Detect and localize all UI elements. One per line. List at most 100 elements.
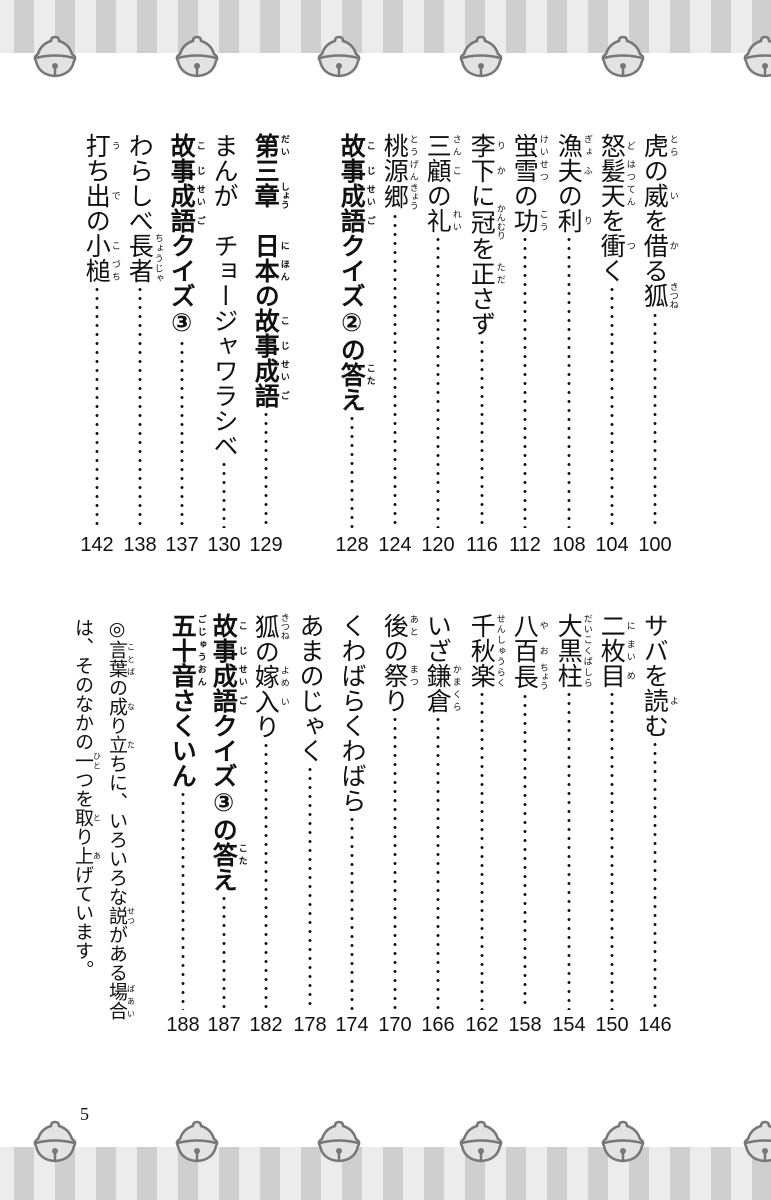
toc-entry-title: くわばらくわばら (330, 613, 374, 813)
toc-entry[interactable]: わらしべ長者ちょうじゃ (117, 133, 163, 528)
toc-entry[interactable]: くわばらくわばら (330, 613, 374, 1010)
toc-entry[interactable]: 五十音ごじゅうおんさくいん (161, 613, 206, 1010)
text-run: の (510, 183, 540, 208)
toc-entry[interactable]: あまのじゃく (288, 613, 332, 1010)
ruby-text: 李り (467, 133, 505, 158)
toc-entry[interactable]: サバを読よむ (632, 613, 678, 1010)
ruby-text: 源げん (380, 158, 418, 183)
toc-page-number: 104 (595, 534, 629, 556)
toc-page-number: 187 (207, 1014, 241, 1036)
ruby-text: 成せい (337, 183, 375, 208)
ruby-text: 語ご (337, 208, 375, 233)
text-run: む (640, 713, 670, 738)
toc-entry[interactable]: 打うち出での小こ槌づち (75, 133, 120, 528)
ruby-text: 千秋楽せんしゅうらく (467, 613, 505, 688)
dot-leader (393, 715, 397, 1010)
text-run: え (337, 387, 367, 412)
toc-entry[interactable]: 後あとの祭まつり (373, 613, 418, 1010)
dot-leader (653, 740, 657, 1010)
text-run: がある (106, 925, 128, 982)
toc-entry[interactable]: まんが チョージャワラシベ (202, 133, 246, 528)
bell-icon (314, 1117, 364, 1167)
text-run: る (640, 258, 670, 283)
ruby-text: 後あと (380, 613, 418, 638)
toc-entry[interactable]: いざ鎌倉かまくら (416, 613, 461, 1010)
toc-page-number: 116 (466, 534, 498, 556)
toc-entry-title: 漁ぎょ夫ふの利り (546, 133, 592, 233)
bottom-decorative-band (0, 1147, 771, 1200)
toc-entry[interactable]: 八や百お長ちょう (503, 613, 548, 1010)
bell-icon (30, 32, 80, 82)
toc-entry-title: わらしべ長者ちょうじゃ (117, 133, 163, 283)
ruby-text: 立た (106, 735, 136, 754)
ruby-text: 故こ (167, 133, 205, 158)
ruby-text: 功こう (510, 208, 548, 233)
dot-leader (523, 235, 527, 528)
toc-entry[interactable]: 千秋楽せんしゅうらく (460, 613, 505, 1010)
toc-entry[interactable]: 漁ぎょ夫ふの利り (546, 133, 592, 528)
toc-entry-title: サバを読よむ (632, 613, 678, 738)
text-run: あまのじゃく (296, 613, 325, 763)
toc-page-number: 146 (638, 1014, 672, 1036)
toc-entry[interactable]: 蛍けい雪せつの功こう (503, 133, 548, 528)
ruby-text: 五十音ごじゅうおん (168, 613, 206, 688)
ruby-text: 故こ (251, 308, 289, 333)
text-run: り (72, 827, 94, 846)
toc-entry[interactable]: 故こ事じ成せい語ごクイズ③ (160, 133, 205, 528)
toc-entry[interactable]: 桃とう源げん郷きょう (373, 133, 418, 528)
text-run: くわばらくわばら (338, 613, 367, 813)
dot-leader (95, 285, 99, 528)
toc-entry[interactable]: 大黒柱だいこくばしら (546, 613, 592, 1010)
toc-entry[interactable]: 虎とらの威いを借かる狐きつね (633, 133, 678, 528)
ruby-text: 入い (251, 689, 289, 714)
ruby-text: 利り (554, 208, 592, 233)
text-run: いざ (423, 613, 453, 663)
ruby-text: 事じ (167, 158, 205, 183)
text-run: さくいん (168, 688, 198, 788)
toc-entry[interactable]: 二に枚まい目め (590, 613, 635, 1010)
bell-icon (740, 1117, 771, 1167)
text-run: ち (82, 158, 112, 183)
toc-entry-title: 大黒柱だいこくばしら (546, 613, 592, 688)
ruby-text: 成せい (209, 663, 247, 688)
ruby-text: 正ただ (467, 261, 505, 286)
toc-page-number: 137 (165, 534, 199, 556)
ruby-text: 第だい (251, 133, 289, 158)
toc-page-number: 178 (293, 1014, 327, 1036)
text-run: まんが チョージャワラシベ (210, 133, 239, 458)
dot-leader (480, 690, 484, 1010)
ruby-text: 読よ (640, 688, 678, 713)
ruby-text: 郷きょう (380, 183, 418, 210)
toc-page-number: 100 (638, 534, 672, 556)
toc-page-number: 170 (378, 1014, 412, 1036)
dot-leader (264, 410, 268, 528)
toc-entry[interactable]: 李り下かに冠かんむりを正たださず (460, 133, 505, 528)
toc-entry[interactable]: 第だい三章しょう 日に本ほんの故こ事じ成せい語ご (244, 133, 289, 528)
toc-page-number: 188 (166, 1014, 200, 1036)
toc-entry[interactable]: 故こ事じ成せい語ごクイズ②の答こたえ (330, 133, 375, 528)
toc-entry[interactable]: 怒ど髪はつ天てんを衝つく (590, 133, 635, 528)
ruby-text: 章しょう (251, 182, 289, 209)
ruby-text: 長ちょう (510, 663, 548, 690)
bell-icon (740, 32, 771, 82)
ruby-text: 本ほん (251, 258, 289, 283)
dot-leader (480, 338, 484, 528)
dot-leader (138, 285, 142, 528)
toc-entry-title: あまのじゃく (288, 613, 332, 763)
ruby-text: 桃とう (380, 133, 418, 158)
toc-entry[interactable]: 狐きつねの嫁よめ入いり (244, 613, 289, 1010)
ruby-text: 夫ふ (554, 158, 592, 183)
toc-entry[interactable]: 故こ事じ成せい語ごクイズ③の答こたえ (202, 613, 247, 1010)
text-run: サバを (640, 613, 670, 688)
ruby-text: 雪せつ (510, 158, 548, 183)
text-run: の (106, 678, 128, 697)
dot-leader (653, 311, 657, 528)
ruby-text: 鎌倉かまくら (423, 663, 461, 713)
dot-leader (610, 690, 614, 1010)
bell-icon (598, 32, 648, 82)
text-run: の (82, 208, 112, 233)
ruby-text: 打う (82, 133, 120, 158)
toc-entry[interactable]: 三さん顧この礼れい (415, 133, 461, 528)
toc-entry-title: 三さん顧この礼れい (415, 133, 461, 233)
text-run: ちに、いろいろな (106, 754, 128, 906)
